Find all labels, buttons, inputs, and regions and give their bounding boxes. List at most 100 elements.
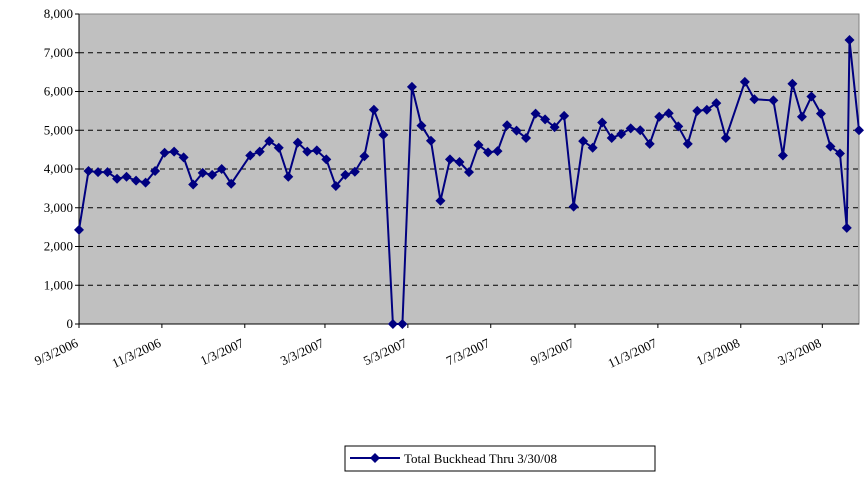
data-point xyxy=(635,125,646,136)
legend-marker xyxy=(370,453,380,463)
data-point xyxy=(568,201,579,212)
data-point xyxy=(473,139,484,150)
x-tick-label: 9/3/2006 xyxy=(32,335,81,368)
legend-label: Total Buckhead Thru 3/30/08 xyxy=(404,451,557,466)
x-tick-label: 3/3/2008 xyxy=(775,335,823,368)
data-point xyxy=(112,173,123,184)
data-point xyxy=(796,111,807,122)
y-tick-label: 8,000 xyxy=(44,6,73,21)
data-point xyxy=(207,169,218,180)
data-point xyxy=(625,123,636,134)
y-tick-label: 5,000 xyxy=(44,122,73,137)
data-point xyxy=(245,150,256,161)
y-tick-label: 0 xyxy=(67,316,74,331)
data-point xyxy=(673,121,684,132)
data-point xyxy=(359,151,370,162)
y-tick-label: 6,000 xyxy=(44,84,73,99)
x-tick-label: 11/3/2006 xyxy=(109,335,163,371)
y-tick-label: 3,000 xyxy=(44,200,73,215)
data-point xyxy=(597,117,608,128)
data-point xyxy=(131,175,142,186)
y-tick-label: 4,000 xyxy=(44,161,73,176)
data-point xyxy=(368,104,379,115)
data-point xyxy=(644,138,655,149)
data-point xyxy=(844,34,855,45)
data-point xyxy=(777,150,788,161)
data-point xyxy=(654,111,665,122)
data-point xyxy=(559,110,570,121)
data-point xyxy=(435,195,446,206)
data-point xyxy=(93,167,104,178)
data-point xyxy=(264,136,275,147)
data-point xyxy=(711,98,722,109)
y-tick-label: 7,000 xyxy=(44,45,73,60)
data-point xyxy=(768,95,779,106)
data-point xyxy=(83,165,94,176)
data-point xyxy=(587,142,598,153)
data-point xyxy=(502,120,513,131)
data-point xyxy=(841,222,852,233)
data-point xyxy=(854,125,864,136)
data-point xyxy=(540,114,551,125)
data-point xyxy=(521,133,532,143)
data-point xyxy=(178,152,189,163)
x-tick-label: 5/3/2007 xyxy=(361,335,410,368)
data-point xyxy=(749,94,760,105)
x-tick-label: 1/3/2007 xyxy=(198,335,247,368)
data-point xyxy=(787,78,798,89)
y-tick-label: 2,000 xyxy=(44,239,73,254)
data-point xyxy=(492,146,503,157)
data-point xyxy=(530,108,541,119)
data-point xyxy=(549,122,560,133)
data-point xyxy=(834,148,845,159)
data-point xyxy=(406,81,417,92)
data-point xyxy=(150,165,161,176)
data-point xyxy=(825,141,836,152)
data-point xyxy=(302,146,313,157)
data-point xyxy=(616,129,627,140)
data-point xyxy=(169,146,180,157)
data-point xyxy=(739,76,750,87)
data-point xyxy=(806,91,817,102)
data-point xyxy=(254,146,265,157)
y-tick-label: 1,000 xyxy=(44,277,73,292)
data-point xyxy=(292,137,303,148)
data-point xyxy=(815,108,826,119)
data-point xyxy=(387,319,398,329)
data-point xyxy=(349,166,360,177)
x-tick-label: 11/3/2007 xyxy=(605,335,659,371)
data-point xyxy=(397,319,408,329)
x-tick-label: 9/3/2007 xyxy=(528,335,577,368)
data-point xyxy=(216,164,227,174)
x-tick-label: 3/3/2007 xyxy=(278,335,327,368)
data-point xyxy=(416,120,427,131)
data-point xyxy=(701,104,712,115)
data-point xyxy=(273,142,284,153)
data-point xyxy=(283,171,294,182)
data-point xyxy=(464,167,474,178)
data-point xyxy=(454,157,465,168)
data-point xyxy=(197,167,208,178)
data-point xyxy=(578,136,589,147)
x-tick-label: 1/3/2008 xyxy=(694,335,742,368)
data-point xyxy=(102,167,113,178)
data-point xyxy=(511,125,522,136)
data-point xyxy=(720,133,731,143)
data-point xyxy=(330,181,341,192)
data-point xyxy=(483,147,494,158)
data-point xyxy=(140,177,151,188)
data-point xyxy=(121,171,132,182)
data-point xyxy=(159,147,170,158)
data-point xyxy=(378,129,389,140)
data-point xyxy=(74,224,84,235)
data-point xyxy=(340,169,351,180)
data-point xyxy=(692,105,703,116)
data-point xyxy=(321,154,332,165)
data-point xyxy=(311,145,322,156)
data-point xyxy=(226,178,237,189)
data-point xyxy=(444,154,455,165)
data-point xyxy=(663,108,674,119)
x-tick-label: 7/3/2007 xyxy=(444,335,493,368)
